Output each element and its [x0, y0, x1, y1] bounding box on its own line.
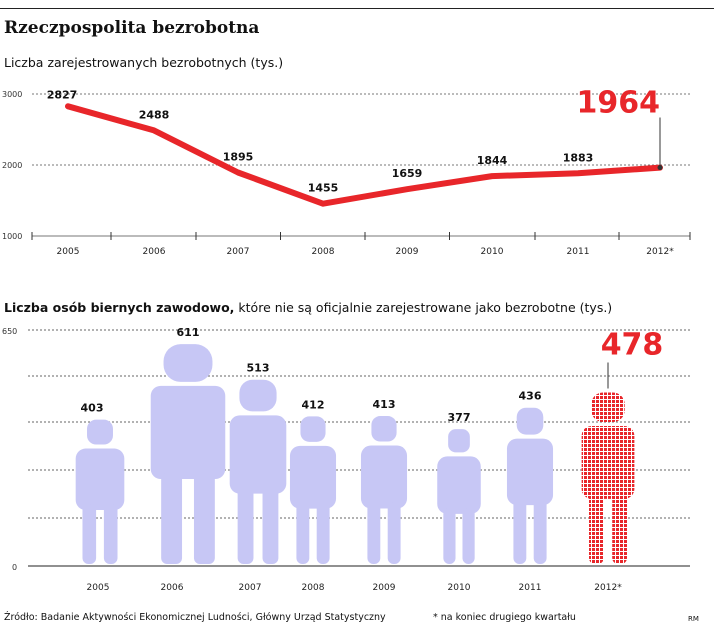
person-head — [448, 429, 470, 453]
person-leg-right — [316, 502, 330, 564]
line-y-tick-label: 3000 — [2, 90, 22, 99]
person-figure — [506, 407, 554, 564]
line-point — [406, 188, 408, 190]
figure-data-label: 412 — [302, 398, 325, 411]
line-data-label: 1844 — [477, 154, 508, 167]
person-figure — [360, 416, 408, 564]
figure-data-label: 513 — [247, 362, 270, 375]
figure-x-tick-label: 2005 — [87, 583, 110, 593]
person-figure — [437, 429, 481, 564]
person-figure — [150, 344, 226, 564]
line-y-tick-label: 2000 — [2, 161, 22, 170]
line-y-tick-label: 1000 — [2, 232, 22, 241]
top-rule — [0, 8, 714, 9]
figure-x-tick-label: 2006 — [161, 583, 184, 593]
figure-x-tick-label: 2012* — [594, 583, 622, 593]
figure-y-tick-label: 0 — [12, 563, 17, 572]
line-point — [322, 203, 324, 205]
line-point — [153, 129, 155, 131]
figure-chart-subtitle-rest: które nie są oficjalnie zarejestrowane j… — [234, 300, 613, 315]
footnote: * na koniec drugiego kwartału — [433, 612, 576, 623]
person-figure — [75, 419, 125, 564]
line-x-tick-label: 2009 — [396, 247, 419, 257]
person-leg-left — [443, 507, 456, 564]
line-x-tick-label: 2005 — [57, 247, 80, 257]
person-torso — [360, 445, 408, 509]
line-x-tick-label: 2006 — [143, 247, 166, 257]
person-leg-right — [462, 507, 475, 564]
line-data-label: 1455 — [308, 182, 339, 195]
person-torso — [506, 438, 554, 506]
person-torso — [150, 385, 226, 480]
figure-data-label: 403 — [81, 402, 104, 415]
person-leg-left — [367, 502, 381, 564]
line-data-label: 2488 — [139, 108, 170, 121]
figure-x-tick-label: 2010 — [448, 583, 471, 593]
figure-data-label: 611 — [177, 326, 200, 339]
person-head — [163, 344, 213, 382]
person-leg-left — [296, 502, 310, 564]
person-torso — [581, 425, 635, 499]
person-figure — [581, 392, 635, 564]
figure-data-label: 377 — [448, 411, 471, 424]
figure-data-label: 436 — [519, 390, 542, 403]
person-leg-left — [237, 487, 254, 564]
figure-y-tick-label: 650 — [2, 327, 17, 336]
person-head — [371, 416, 397, 442]
credit: RM — [688, 615, 699, 623]
figure-x-tick-label: 2011 — [519, 583, 542, 593]
source-note: Źródło: Badanie Aktywności Ekonomicznej … — [4, 612, 386, 623]
line-point — [577, 172, 579, 174]
person-leg-right — [262, 487, 279, 564]
line-x-tick-label: 2011 — [567, 247, 590, 257]
figure-data-label-highlight: 478 — [601, 327, 664, 362]
person-leg-left — [82, 504, 97, 564]
line-chart: 3000 2000 1000 2005 2006 2007 2008 2009 2010 2011… — [2, 86, 691, 257]
person-figure — [229, 379, 287, 564]
person-torso — [229, 415, 287, 494]
person-leg-left — [589, 492, 604, 564]
person-torso — [437, 456, 481, 514]
person-leg-right — [612, 492, 627, 564]
person-leg-left — [161, 473, 183, 564]
figure-chart: 650 0 403 611 513 412 413 377 436 478 2005 2006 2007… — [2, 326, 690, 593]
line-x-tick-label: 2010 — [481, 247, 504, 257]
person-figure — [289, 416, 337, 564]
figure-x-tick-label: 2009 — [373, 583, 396, 593]
figure-chart-subtitle: Liczba osób biernych zawodowo, które nie… — [4, 300, 612, 315]
person-torso — [289, 445, 337, 509]
person-head — [591, 392, 625, 422]
figure-data-label: 413 — [373, 398, 396, 411]
line-point — [237, 171, 239, 173]
person-leg-right — [533, 499, 547, 564]
figure-x-tick-label: 2008 — [302, 583, 325, 593]
person-head — [516, 407, 544, 435]
line-data-label: 1895 — [223, 150, 254, 163]
line-data-label: 1883 — [563, 151, 594, 164]
line-data-label: 2827 — [47, 88, 78, 101]
figure-x-tick-label: 2007 — [239, 583, 262, 593]
person-leg-right — [387, 502, 401, 564]
line-data-label: 1659 — [392, 167, 423, 180]
person-head — [300, 416, 326, 442]
person-leg-left — [513, 499, 527, 564]
line-point — [491, 175, 493, 177]
person-head — [87, 419, 113, 445]
figure-chart-subtitle-bold: Liczba osób biernych zawodowo, — [4, 300, 235, 315]
line-point — [67, 105, 69, 107]
line-x-tick-label: 2008 — [312, 247, 335, 257]
chart-title: Rzeczpospolita bezrobotna — [4, 18, 260, 38]
line-chart-subtitle: Liczba zarejestrowanych bezrobotnych (ty… — [4, 55, 284, 70]
line-data-label-highlight: 1964 — [577, 86, 661, 121]
person-leg-right — [193, 473, 215, 564]
person-torso — [75, 448, 125, 511]
person-head — [239, 379, 277, 412]
line-x-tick-label: 2012* — [646, 247, 674, 257]
person-leg-right — [103, 504, 118, 564]
line-x-tick-label: 2007 — [227, 247, 250, 257]
line-series — [65, 103, 663, 207]
